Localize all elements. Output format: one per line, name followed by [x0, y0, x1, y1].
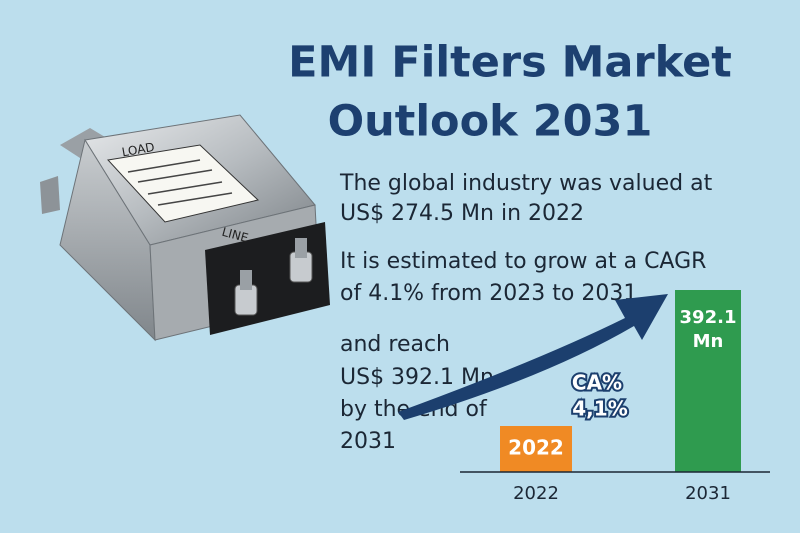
bar-label: Mn: [693, 331, 724, 352]
product-label: LOAD: [121, 140, 156, 160]
body-line: and reach: [340, 332, 450, 357]
bar-label: 2022: [508, 436, 564, 460]
axis-label: 2022: [513, 483, 559, 504]
title-line: Outlook 2031: [328, 97, 653, 147]
title-line: EMI Filters Market: [288, 38, 732, 88]
bar: [500, 426, 572, 472]
arrow-label: CA%: [572, 371, 622, 395]
body-line: It is estimated to grow at a CAGR: [340, 249, 706, 274]
body-line: The global industry was valued at: [339, 171, 713, 196]
product-label: LINE: [220, 225, 250, 245]
growth-arrow: [398, 294, 668, 420]
bar: [675, 290, 741, 472]
body-line: of 4.1% from 2023 to 2031: [340, 281, 637, 306]
axis-label: 2031: [685, 483, 731, 504]
emi-filter-image: LOAD LINE: [40, 114, 330, 342]
body-line: 2031: [340, 429, 396, 454]
growth-graphic: 2022 392.1 Mn CA% 4,1% 2022 2031: [398, 290, 770, 504]
arrow-label: 4,1%: [572, 397, 627, 421]
bar-label: 392.1: [680, 307, 737, 328]
body-line: US$ 274.5 Mn in 2022: [340, 201, 584, 226]
